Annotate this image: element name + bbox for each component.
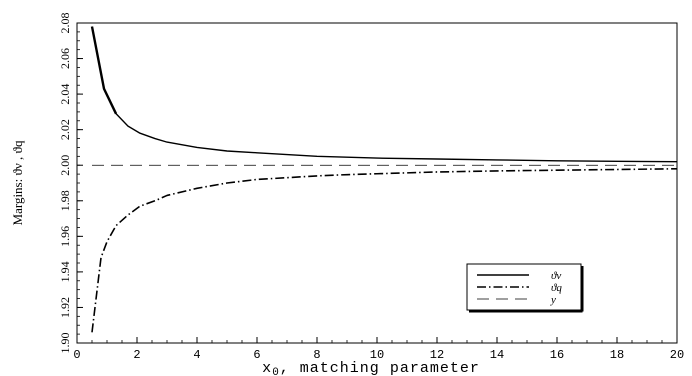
- axes: 0 2 4 6 8 10 12 14 16 18 20 1.90 1.92 1.94 1.96 1.98 2.0…: [58, 13, 684, 363]
- y-tick-label: 1.98: [58, 190, 72, 211]
- x-tick-label: 2: [133, 348, 140, 362]
- series-line: [91, 26, 678, 163]
- x-tick-label: 12: [430, 348, 444, 362]
- y-tick-label: 2.04: [58, 84, 72, 105]
- legend-label: ϑq: [551, 282, 562, 294]
- y-tick-label: 1.94: [58, 261, 72, 282]
- y-tick-label: 2.00: [58, 155, 72, 176]
- y-tick-label: 2.06: [58, 48, 72, 69]
- y-tick-label: 2.02: [58, 119, 72, 140]
- series-line-emphasis: [90, 26, 118, 115]
- x-tick-label: 0: [73, 348, 80, 362]
- series-line: [91, 167, 678, 333]
- x-tick-label: 8: [313, 348, 320, 362]
- y-tick-label: 1.92: [58, 297, 72, 318]
- x-axis-label: x0, matching parameter: [262, 360, 480, 376]
- y-tick-label: 1.96: [58, 226, 72, 247]
- x-tick-label: 6: [253, 348, 260, 362]
- x-tick-label: 18: [610, 348, 624, 362]
- y-tick-label: 2.08: [58, 13, 72, 34]
- x-tick-label: 10: [370, 348, 384, 362]
- x-tick-label: 20: [670, 348, 684, 362]
- x-tick-label: 14: [490, 348, 504, 362]
- y-axis-label: Margins: ϑν , ϑq: [10, 140, 25, 225]
- y-tick-label: 1.90: [58, 333, 72, 354]
- x-tick-label: 16: [550, 348, 564, 362]
- legend-label: y: [550, 294, 556, 306]
- legend-label: ϑν: [551, 270, 561, 282]
- series-layer: [90, 26, 678, 333]
- x-tick-label: 4: [193, 348, 200, 362]
- plot-frame: [76, 22, 678, 344]
